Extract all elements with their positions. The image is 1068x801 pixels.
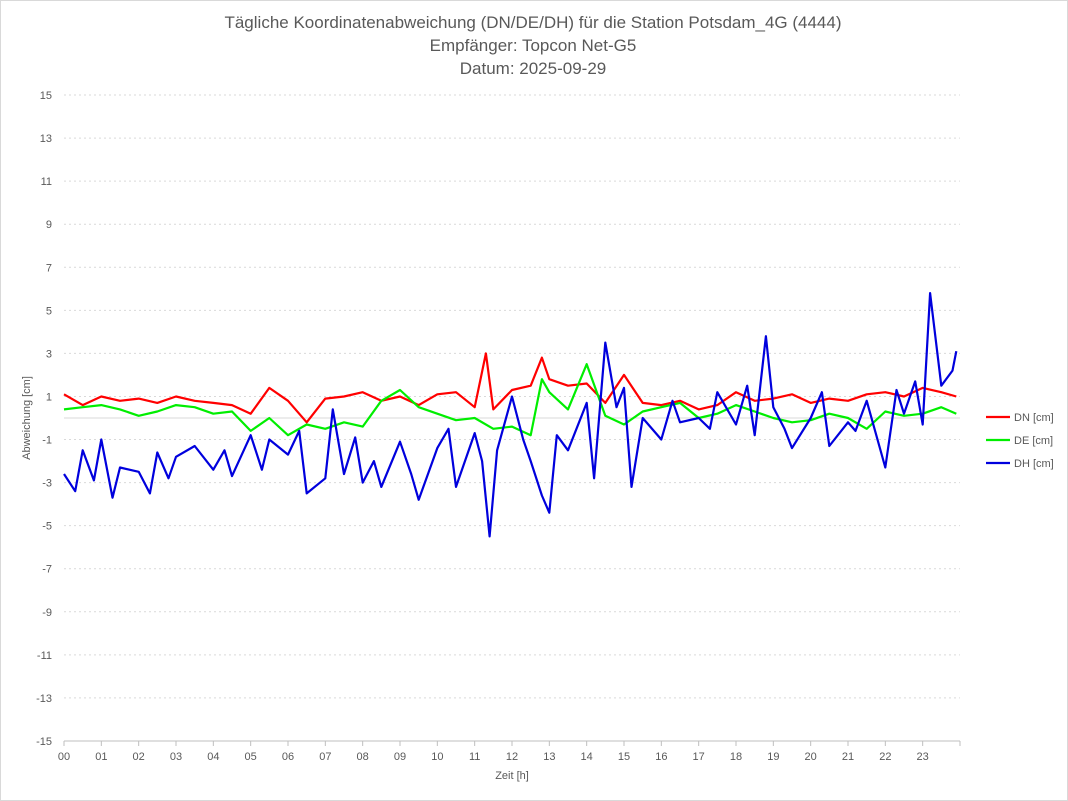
- y-tick-label: -7: [42, 564, 52, 576]
- x-tick-label: 10: [431, 751, 443, 763]
- y-tick-label: 13: [40, 133, 52, 145]
- series-line-dn: [63, 352, 957, 424]
- x-tick-label: 19: [767, 751, 779, 763]
- series-line-dh: [63, 292, 958, 538]
- x-tick-label: 04: [207, 751, 219, 763]
- y-tick-label: -3: [42, 478, 52, 490]
- y-tick-label: -9: [42, 607, 52, 619]
- y-tick-label: -5: [42, 521, 52, 533]
- x-tick-label: 06: [282, 751, 294, 763]
- x-tick-label: 02: [133, 751, 145, 763]
- legend-label-de: DE [cm]: [1014, 435, 1053, 447]
- x-tick-label: 12: [506, 751, 518, 763]
- chart-subtitle-receiver: Empfänger: Topcon Net-G5: [429, 36, 637, 55]
- y-tick-label: -1: [42, 435, 52, 447]
- x-tick-label: 01: [95, 751, 107, 763]
- y-tick-label: 5: [46, 305, 52, 317]
- x-tick-label: 23: [917, 751, 929, 763]
- x-tick-label: 11: [469, 751, 480, 763]
- y-tick-label: 1: [46, 391, 52, 403]
- y-tick-label: 7: [46, 262, 52, 274]
- y-tick-label: 9: [46, 219, 52, 231]
- x-axis-label: Zeit [h]: [495, 770, 529, 782]
- x-tick-label: 18: [730, 751, 742, 763]
- x-tick-label: 03: [170, 751, 182, 763]
- x-tick-label: 09: [394, 751, 406, 763]
- x-tick-label: 17: [693, 751, 705, 763]
- y-tick-label: -13: [36, 693, 52, 705]
- x-tick-label: 15: [618, 751, 630, 763]
- y-tick-label: 15: [40, 90, 52, 102]
- x-tick-label: 07: [319, 751, 331, 763]
- x-tick-label: 20: [805, 751, 817, 763]
- x-tick-label: 00: [58, 751, 70, 763]
- x-tick-label: 22: [879, 751, 891, 763]
- x-tick-label: 05: [245, 751, 257, 763]
- y-axis-label: Abweichung [cm]: [21, 376, 33, 460]
- y-tick-label: 11: [41, 176, 52, 188]
- legend-label-dh: DH [cm]: [1014, 458, 1054, 470]
- y-tick-label: -15: [36, 736, 52, 748]
- legend-label-dn: DN [cm]: [1014, 412, 1054, 424]
- y-tick-label: 3: [46, 348, 52, 360]
- x-tick-label: 16: [655, 751, 667, 763]
- x-tick-label: 21: [842, 751, 854, 763]
- x-tick-label: 14: [581, 751, 593, 763]
- x-tick-label: 13: [543, 751, 555, 763]
- chart-subtitle-date: Datum: 2025-09-29: [459, 59, 607, 78]
- y-tick-label: -11: [37, 650, 52, 662]
- x-tick-label: 08: [357, 751, 369, 763]
- chart-title: Tägliche Koordinatenabweichung (DN/DE/DH…: [224, 13, 842, 32]
